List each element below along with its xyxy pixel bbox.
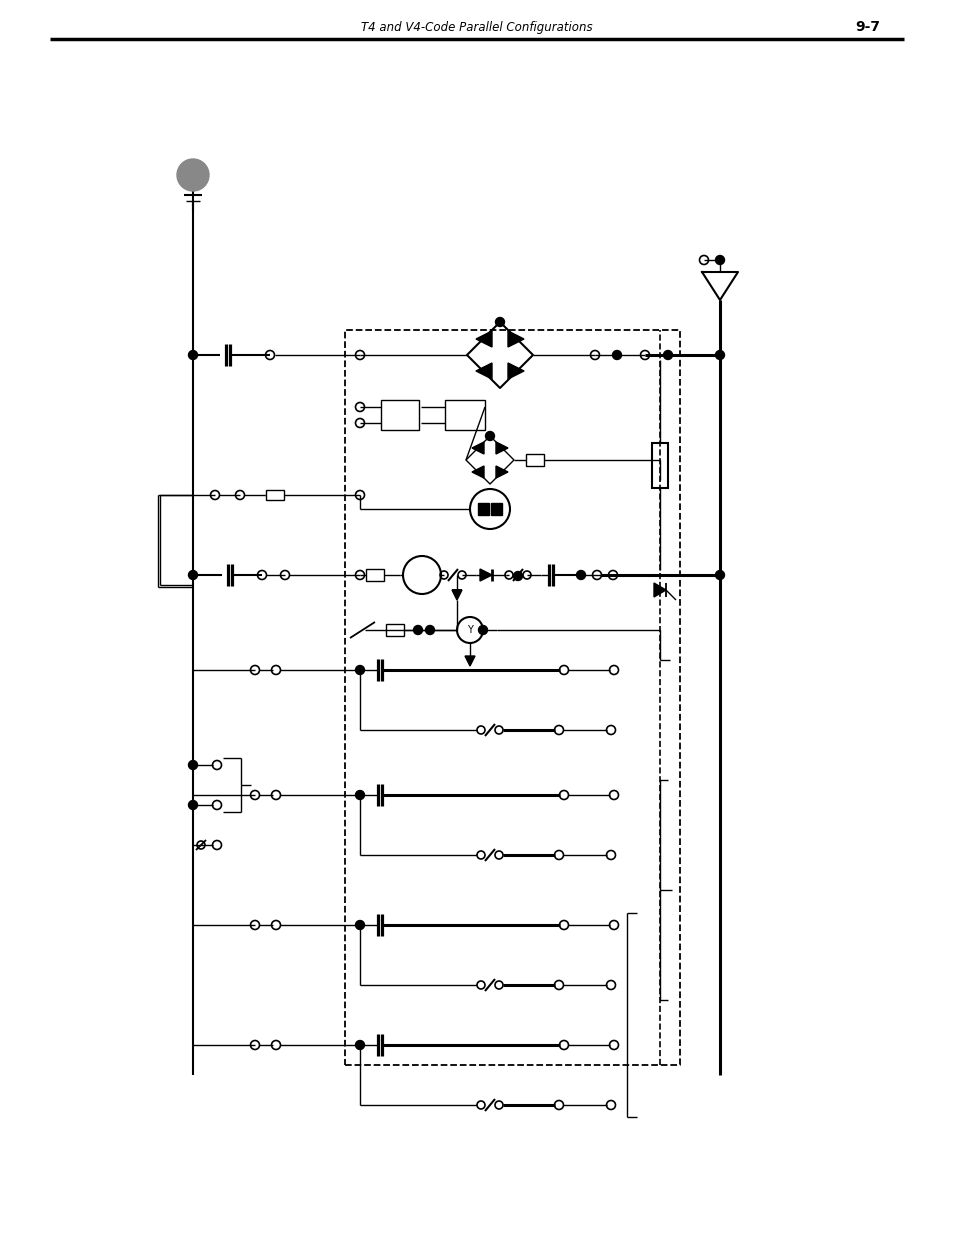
Circle shape <box>576 571 585 579</box>
Circle shape <box>662 351 672 359</box>
Circle shape <box>177 159 209 191</box>
Circle shape <box>355 920 364 930</box>
Circle shape <box>355 1041 364 1050</box>
Circle shape <box>478 625 487 635</box>
Bar <box>477 503 489 515</box>
Bar <box>444 400 484 430</box>
Text: T4 and V4-Code Parallel Configurations: T4 and V4-Code Parallel Configurations <box>361 21 592 33</box>
Circle shape <box>189 800 197 809</box>
Polygon shape <box>472 466 483 478</box>
Polygon shape <box>452 590 461 600</box>
Circle shape <box>355 790 364 799</box>
Circle shape <box>715 256 723 264</box>
Circle shape <box>513 572 522 580</box>
Bar <box>266 490 284 500</box>
Circle shape <box>189 571 197 579</box>
Circle shape <box>413 625 422 635</box>
Circle shape <box>189 351 197 359</box>
Polygon shape <box>507 363 523 379</box>
Polygon shape <box>476 331 492 347</box>
Circle shape <box>189 761 197 769</box>
Circle shape <box>355 666 364 674</box>
Polygon shape <box>464 656 475 666</box>
Polygon shape <box>479 569 492 580</box>
Bar <box>386 624 403 636</box>
Text: 9-7: 9-7 <box>855 20 880 35</box>
Circle shape <box>495 317 504 326</box>
Bar <box>380 400 418 430</box>
Circle shape <box>485 431 494 441</box>
Text: Y: Y <box>467 625 473 635</box>
Bar <box>525 454 543 466</box>
Polygon shape <box>496 442 507 454</box>
Circle shape <box>425 625 434 635</box>
Polygon shape <box>476 363 492 379</box>
Polygon shape <box>654 583 665 597</box>
Polygon shape <box>507 331 523 347</box>
Bar <box>651 442 667 488</box>
Circle shape <box>612 351 620 359</box>
Circle shape <box>715 351 723 359</box>
Bar <box>366 569 384 580</box>
Bar <box>491 503 501 515</box>
Polygon shape <box>472 442 483 454</box>
Polygon shape <box>496 466 507 478</box>
Circle shape <box>715 571 723 579</box>
